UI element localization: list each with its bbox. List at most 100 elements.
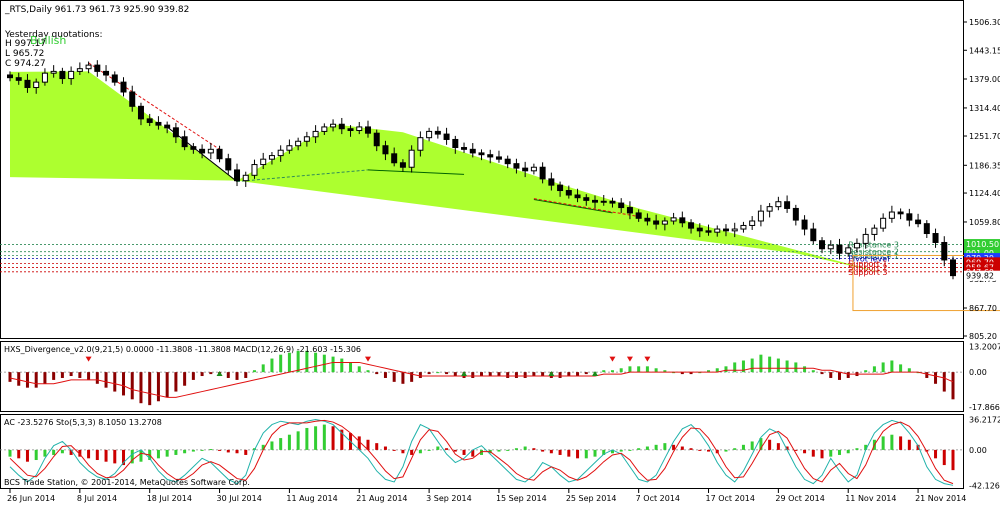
candle-body — [426, 130, 433, 139]
macd-bar — [628, 366, 632, 373]
divergence-arrow-down — [626, 356, 633, 362]
macd-signal-line — [9, 361, 954, 398]
candle-body — [347, 128, 354, 132]
ac-bar — [698, 449, 702, 451]
macd-bar — [942, 372, 946, 392]
ac-bar — [829, 449, 833, 457]
macd-bar — [610, 370, 614, 373]
ac-bar — [750, 441, 754, 450]
ac-bar — [837, 449, 841, 455]
ac-bar — [52, 449, 56, 455]
ac-bar — [401, 449, 405, 454]
macd-bar — [541, 372, 545, 377]
macd-bar — [165, 372, 169, 398]
macd-bar — [532, 372, 536, 377]
ac-bar — [768, 439, 772, 450]
macd-bar — [279, 354, 283, 373]
ac-bar — [410, 449, 414, 455]
ac-bar — [506, 449, 510, 451]
macd-bar — [78, 372, 82, 378]
ac-bar — [226, 449, 230, 453]
ac-bar — [680, 446, 684, 450]
ac-bar — [549, 449, 553, 454]
candle-body — [906, 213, 913, 221]
macd-bar — [191, 372, 195, 380]
candle-body — [330, 123, 337, 128]
candle-body — [487, 154, 494, 158]
pivot-zone-box — [852, 254, 1000, 312]
macd-bar — [427, 372, 431, 375]
price-badge-label: 1010.50 — [966, 240, 999, 249]
macd-bar — [558, 372, 562, 378]
ac-bar — [820, 449, 824, 459]
candle-body — [714, 228, 721, 233]
candle-body — [522, 167, 529, 172]
macd-bar — [314, 352, 318, 373]
macd-bar — [392, 372, 396, 382]
trend-line-green-2 — [533, 198, 613, 214]
stochastic-main-line — [9, 419, 954, 486]
divergence-arrow-down — [609, 356, 616, 362]
ac-bar — [174, 449, 178, 455]
ac-bar — [165, 449, 169, 457]
ac-bar — [218, 449, 222, 451]
price-tick-label: 1059.80 — [969, 218, 1000, 227]
ac-bar — [899, 436, 903, 450]
bullish-wedge-1 — [10, 71, 238, 181]
macd-bar — [881, 362, 885, 373]
price-tick-label: 1124.40 — [969, 189, 1000, 198]
ac-bar — [951, 449, 955, 471]
ac-bar — [610, 449, 614, 454]
candle-body — [41, 72, 48, 83]
ac-panel-label: AC -23.5276 Sto(5,3,3) 8.1050 13.2708 — [4, 418, 162, 427]
date-tick-label: 3 Sep 2014 — [426, 494, 472, 503]
ac-bar — [130, 449, 134, 464]
divergence-arrow-up — [548, 371, 555, 377]
candle-body — [94, 64, 101, 72]
ac-bar — [942, 449, 946, 466]
candle-body — [740, 224, 747, 230]
ac-bar — [663, 443, 667, 450]
macd-bar — [261, 364, 265, 373]
candle-body — [399, 162, 406, 168]
candle-body — [801, 219, 808, 230]
ac-bar — [645, 446, 649, 450]
candle-body — [478, 152, 485, 156]
macd-bar — [226, 372, 230, 378]
candle-body — [172, 127, 179, 138]
macd-bar — [637, 366, 641, 373]
macd-bar — [829, 372, 833, 378]
divergence-arrow-down — [644, 356, 651, 362]
ac-bar — [69, 449, 73, 455]
macd-bar — [811, 370, 815, 373]
macd-bar — [418, 372, 422, 378]
macd-bar — [514, 372, 518, 378]
ac-bar — [383, 446, 387, 450]
candle-body — [923, 223, 930, 235]
macd-bar — [619, 368, 623, 373]
ac-tick-label: -42.1263 — [969, 481, 1000, 490]
ac-bar — [427, 449, 431, 451]
ac-bar — [25, 449, 29, 462]
ac-bar — [235, 449, 239, 454]
candle-body — [600, 200, 607, 203]
candle-body — [626, 207, 633, 214]
date-tick-label: 8 Jul 2014 — [77, 494, 117, 503]
candle-body — [391, 153, 398, 164]
ac-bar — [794, 449, 798, 451]
macd-bar — [244, 372, 248, 378]
macd-bar — [741, 360, 745, 373]
ac-bar — [113, 449, 117, 464]
price-tick-label: 867.70 — [969, 304, 997, 313]
candle-body — [321, 126, 328, 132]
macd-bar — [34, 372, 38, 388]
candle-body — [513, 163, 520, 169]
candle-body — [434, 130, 441, 135]
price-tick-label: 1379.00 — [969, 75, 1000, 84]
macd-bar — [60, 372, 64, 378]
candle-body — [50, 70, 57, 74]
macd-bar — [453, 372, 457, 377]
candle-body — [251, 164, 258, 176]
candle-body — [548, 178, 555, 186]
